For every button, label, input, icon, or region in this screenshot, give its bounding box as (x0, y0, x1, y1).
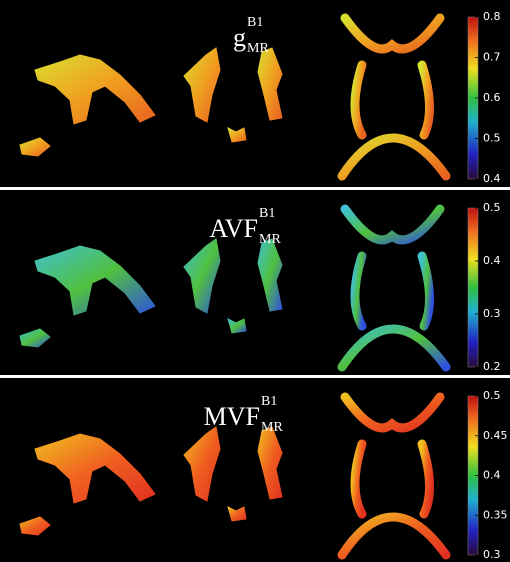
title-superscript: B1 (261, 394, 277, 409)
colorbar-tick-label: 0.5 (483, 389, 501, 402)
colorbar-tick-label: 0.3 (483, 548, 501, 561)
title-superscript: B1 (247, 15, 263, 30)
title-superscript: B1 (259, 206, 275, 221)
colorbar-tick-label: 0.4 (483, 172, 501, 185)
colorbar-tick-label: 0.8 (483, 10, 501, 23)
colorbar-tick-label: 0.4 (483, 254, 501, 267)
separator (0, 375, 510, 378)
panel-title: AVF (209, 214, 258, 243)
colorbar-tick-label: 0.2 (483, 360, 501, 373)
colorbar-tick-label: 0.6 (483, 91, 501, 104)
separator (0, 187, 510, 190)
colorbar-tick-label: 0.5 (483, 132, 501, 145)
title-subscript: MR (247, 41, 269, 56)
colorbar-tick-label: 0.3 (483, 307, 501, 320)
panel-title: MVF (204, 402, 260, 431)
panel-title: g (233, 23, 246, 52)
colorbar-tick-label: 0.35 (483, 508, 508, 521)
colorbar (467, 207, 479, 368)
title-subscript: MR (261, 420, 283, 435)
colorbar-tick-label: 0.45 (483, 429, 508, 442)
colorbar-tick-label: 0.7 (483, 51, 501, 64)
title-subscript: MR (259, 232, 281, 247)
colorbar-tick-label: 0.5 (483, 201, 501, 214)
colorbar-tick-label: 0.4 (483, 469, 501, 482)
